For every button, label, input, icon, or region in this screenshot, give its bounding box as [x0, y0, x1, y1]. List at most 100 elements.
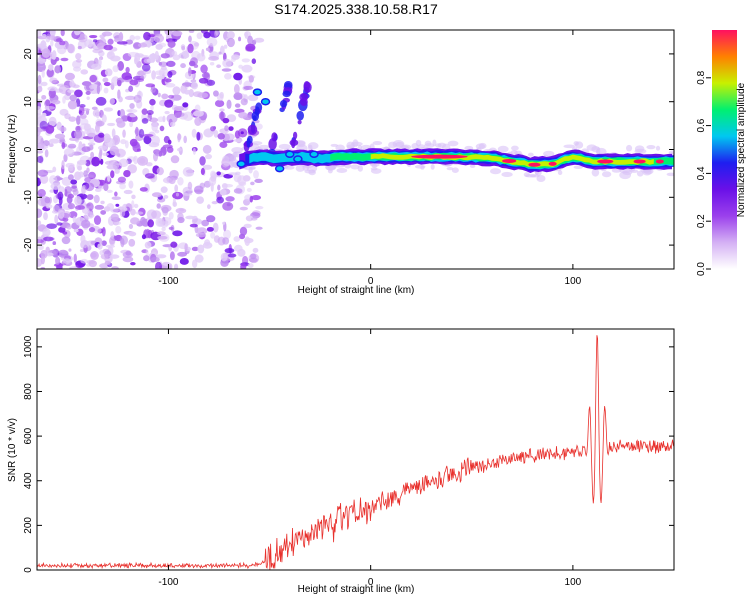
- spectrogram-noise-blob: [74, 89, 83, 98]
- spectrogram-noise-blob: [164, 99, 174, 108]
- spectrogram-noise-blob: [167, 40, 176, 48]
- spectrogram-noise-blob: [190, 79, 197, 83]
- spectrogram-noise-blob: [88, 260, 97, 268]
- spectrogram-noise-blob: [219, 108, 225, 112]
- spectrogram-noise-blob: [250, 181, 255, 186]
- spectrogram-noise-blob: [73, 253, 77, 263]
- spectrogram-noise-blob: [217, 184, 221, 191]
- spectrogram-noise-blob: [37, 85, 43, 93]
- spectrogram-noise-blob: [148, 142, 160, 148]
- spectrogram-noise-blob: [121, 72, 132, 80]
- spectrogram-noise-blob: [44, 196, 51, 204]
- spectrogram-hot-blob: [309, 150, 319, 159]
- spectrogram-noise-blob: [46, 223, 58, 230]
- spectrogram-noise-blob: [156, 167, 164, 176]
- spectrogram-noise-blob: [168, 94, 175, 99]
- spectrogram-noise-blob: [222, 117, 230, 124]
- spectrogram-noise-blob: [156, 254, 167, 259]
- spectrogram-noise-blob: [84, 182, 95, 192]
- spectrogram-noise-blob: [119, 209, 126, 218]
- spectrogram-noise-blob: [108, 51, 113, 56]
- spectrogram-noise-blob: [170, 155, 180, 164]
- spectrogram-noise-blob: [44, 149, 49, 158]
- spectrogram-noise-blob: [48, 138, 60, 144]
- spectrogram-noise-blob: [68, 116, 77, 122]
- spectrogram-noise-blob: [210, 126, 216, 132]
- spectrogram-noise-blob: [69, 211, 78, 219]
- spectrogram-noise-blob: [67, 193, 74, 199]
- spectrogram-noise-blob: [186, 169, 194, 177]
- spectrogram-trace-halo: [446, 166, 454, 171]
- spectrogram-noise-blob: [51, 56, 56, 60]
- spectrogram-noise-blob: [237, 175, 247, 186]
- spectrogram-noise-blob: [67, 100, 78, 110]
- spectrogram-peak: [411, 154, 468, 159]
- spectrogram-noise-blob: [240, 262, 247, 269]
- spectrogram-branch-blob: [282, 90, 291, 98]
- spectrogram-noise-blob: [100, 253, 109, 260]
- spectrogram-noise-blob: [75, 59, 83, 63]
- spectrogram-trace-halo: [437, 142, 447, 148]
- spectrogram-noise-blob: [103, 44, 113, 51]
- spectrogram-noise-blob: [111, 128, 116, 138]
- spectrogram-trace-halo: [591, 168, 600, 177]
- spectrogram-noise-blob: [37, 45, 42, 50]
- spectrogram-noise-blob: [96, 84, 101, 95]
- spectrogram-noise-blob: [183, 135, 187, 144]
- spectrogram-trace-halo: [370, 167, 378, 171]
- spectrogram-noise-blob: [55, 256, 61, 265]
- spectrogram-noise-blob: [86, 96, 90, 101]
- spectrogram-noise-blob: [109, 98, 116, 105]
- spectrogram-noise-blob: [206, 215, 216, 223]
- snr-x-label: Height of straight line (km): [298, 584, 415, 595]
- spectrogram-noise-blob: [136, 60, 142, 68]
- spectrogram-noise-blob: [41, 112, 47, 117]
- spectrogram-noise-blob: [100, 200, 105, 205]
- spectrogram-noise-blob: [37, 258, 43, 267]
- spectrogram-noise-blob: [180, 63, 186, 69]
- spectrogram-noise-blob: [61, 236, 71, 245]
- spectrogram-noise-blob: [124, 95, 136, 101]
- spectrogram-noise-blob: [239, 206, 248, 211]
- spectrogram-noise-blob: [211, 200, 218, 205]
- spectrogram-noise-blob: [168, 212, 174, 220]
- spectrogram-trace-halo: [646, 145, 656, 150]
- spectrogram-noise-blob: [196, 227, 208, 235]
- spectrogram-noise-blob: [133, 155, 138, 165]
- spectrogram-noise-blob: [206, 79, 216, 86]
- spectrogram-noise-blob: [199, 156, 206, 166]
- spectrogram-noise-blob: [162, 261, 171, 266]
- colorbar-tick-label: 0.0: [696, 262, 707, 276]
- spectrogram-noise-blob: [94, 188, 102, 193]
- spectrogram-trace-halo: [523, 172, 530, 178]
- spectrogram-noise-blob: [117, 176, 127, 183]
- spectrogram-trace-halo: [350, 141, 363, 147]
- spectrogram-noise-blob: [205, 47, 210, 52]
- spectrogram-noise-blob: [70, 179, 78, 185]
- spectrogram-noise-blob: [158, 67, 169, 78]
- spectrogram-noise-blob: [227, 253, 237, 258]
- spectrogram-noise-blob: [146, 58, 156, 63]
- spectrogram-noise-blob: [57, 209, 65, 219]
- spectrogram-noise-blob: [45, 124, 55, 134]
- spectrogram-noise-blob: [144, 173, 155, 179]
- spectrogram-noise-blob: [134, 35, 141, 40]
- spectrogram-noise-blob: [222, 58, 232, 68]
- colorbar: 0.0 0.2 0.4 0.6 0.8 Normalized spectral ampl…: [696, 30, 747, 276]
- snr-y-tick-label: 400: [23, 472, 34, 489]
- spectrogram-noise-blob: [74, 195, 82, 206]
- spectrogram-noise-blob: [245, 43, 256, 52]
- spectrogram-noise-blob: [135, 126, 139, 137]
- spectrogram-noise-blob: [110, 213, 119, 221]
- spectrogram-noise-blob: [56, 222, 63, 226]
- spectrogram-trace-halo: [557, 170, 563, 176]
- spectrogram-noise-blob: [191, 246, 199, 252]
- spectrogram-noise-blob: [91, 106, 98, 111]
- spectrogram-trace-halo: [497, 145, 509, 153]
- spectrogram-noise-blob: [205, 153, 213, 160]
- spectrogram-noise-blob: [240, 131, 244, 135]
- spectrogram-noise-blob: [193, 42, 200, 47]
- spectrogram-trace-halo: [634, 145, 645, 153]
- spectrogram-noise-blob: [187, 181, 193, 190]
